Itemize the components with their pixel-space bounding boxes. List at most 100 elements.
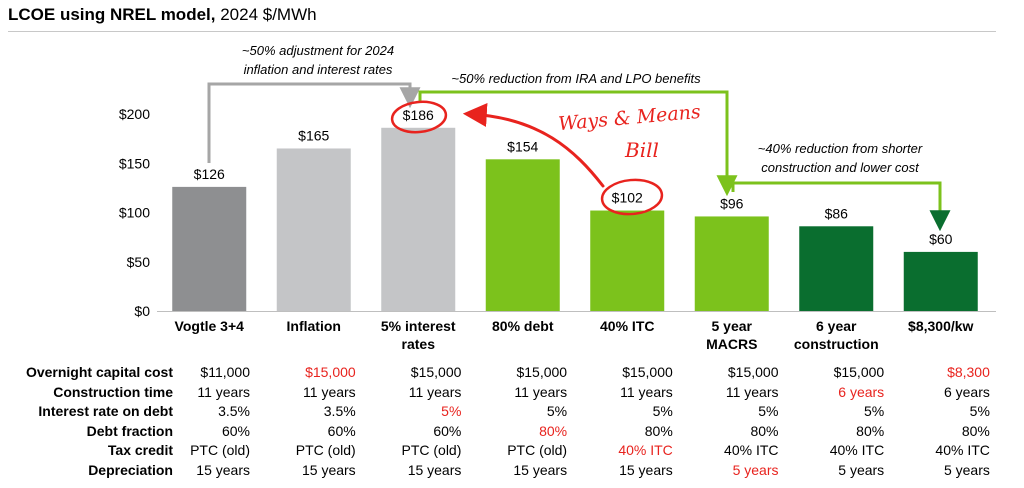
bar: [381, 127, 456, 311]
table-cell: 80%: [539, 422, 568, 439]
x-tick-label: 5 year: [712, 318, 753, 334]
table-cell: 40% ITC: [618, 442, 673, 458]
x-tick-label: $8,300/kw: [908, 318, 973, 334]
gray-bracket-line: [207, 82, 421, 163]
table-cell: 11 years: [303, 383, 356, 400]
bar: [903, 251, 978, 311]
table-cell: 15 years: [196, 461, 250, 478]
handwritten-line2: Bill: [624, 138, 659, 162]
x-tick-label: 80% debt: [492, 318, 554, 334]
circle-102: [600, 178, 664, 216]
x-tick-label: construction: [794, 336, 879, 352]
green-note-line1: ~40% reduction from shorter: [758, 141, 923, 156]
table-cell: 11 years: [408, 383, 462, 400]
chart-title-bold: LCOE using NREL model,: [8, 5, 216, 24]
table-cell: 15 years: [619, 461, 673, 478]
bar-value-label: $86: [825, 205, 849, 221]
y-tick-label: $100: [119, 205, 150, 221]
table-cell: 6 years: [838, 383, 885, 400]
x-tick-label: rates: [402, 336, 436, 352]
gray-note-line2: inflation and interest rates: [244, 62, 393, 77]
bar-value-label: $154: [507, 138, 538, 154]
table-cell: 3.5%: [323, 403, 356, 419]
handwritten-annotation: Ways & Means Bill: [390, 100, 702, 216]
table-row-label: Overnight capital cost: [25, 364, 173, 380]
title-divider: [8, 31, 996, 32]
y-tick-label: $200: [119, 106, 150, 122]
bar: [694, 216, 769, 311]
table-cell: $11,000: [200, 364, 250, 380]
table-cell: $15,000: [833, 364, 885, 380]
table-cell: 5 years: [943, 461, 990, 478]
green-bracket-line: [418, 90, 738, 197]
table-cell: 5%: [863, 403, 885, 419]
x-axis-labels: Vogtle 3+4 Inflation 5% interest rates 80% d…: [175, 318, 974, 352]
table-cell: 60%: [327, 422, 356, 439]
chart-title: LCOE using NREL model, 2024 $/MWh: [8, 5, 317, 25]
table-cell: 60%: [433, 422, 462, 439]
bar: [799, 226, 874, 311]
table-cell: $15,000: [305, 364, 356, 380]
bar-value-label: $186: [403, 107, 434, 123]
table-cell: 5%: [758, 403, 779, 419]
chart-title-unit: 2024 $/MWh: [215, 5, 317, 24]
table-row-label: Interest rate on debt: [38, 403, 173, 419]
table-cell: $15,000: [622, 364, 673, 380]
bar-value-label: $96: [720, 195, 744, 211]
table-cell: $8,300: [947, 364, 990, 380]
table-cell: 15 years: [301, 461, 356, 478]
construction-cost-bracket: ~40% reduction from shorter construction…: [731, 141, 951, 232]
y-tick-label: $50: [127, 254, 151, 270]
table-cell: 40% ITC: [935, 442, 990, 458]
bar-value-label: $60: [929, 231, 953, 247]
table-cell: 5 years: [838, 461, 885, 478]
x-tick-label: 40% ITC: [600, 318, 654, 334]
table-cell: 80%: [750, 422, 779, 439]
bar-value-label: $126: [194, 166, 225, 182]
table-cell: 5%: [969, 403, 990, 419]
x-tick-label: Vogtle 3+4: [175, 318, 245, 334]
table-cell: 40% ITC: [724, 442, 779, 458]
table-row-label: Depreciation: [88, 461, 173, 478]
table-cell: 80%: [644, 422, 673, 439]
table-row-label: Tax credit: [107, 442, 173, 458]
table-row-label: Construction time: [53, 383, 173, 400]
table-cell: PTC (old): [401, 442, 462, 458]
table-cell: 11 years: [620, 383, 673, 400]
x-tick-label: Inflation: [287, 318, 341, 334]
table-cell: 80%: [961, 422, 990, 439]
ira-lpo-bracket: ~50% reduction from IRA and LPO benefits: [418, 71, 738, 197]
bars-group: $126 $165 $186 $154 $102 $96 $86 $60: [172, 107, 978, 311]
bar: [172, 186, 247, 311]
table-cell: 5 years: [732, 461, 779, 478]
table-cell: 11 years: [514, 383, 568, 400]
inflation-interest-bracket: ~50% adjustment for 2024 inflation and i…: [207, 43, 421, 163]
table-cell: 5%: [441, 403, 462, 419]
y-tick-label: $150: [119, 155, 150, 171]
table-cell: PTC (old): [507, 442, 568, 458]
table-cell: 60%: [221, 422, 250, 439]
y-tick-label: $0: [134, 303, 150, 319]
green-note-top: ~50% reduction from IRA and LPO benefits: [451, 71, 701, 86]
table-cell: PTC (old): [295, 442, 356, 458]
circle-186: [390, 100, 448, 134]
table-cell: 80%: [856, 422, 885, 439]
table-row-label: Debt fraction: [86, 422, 173, 439]
handwritten-line1: Ways & Means: [557, 101, 701, 135]
handwritten-arrow: [462, 102, 605, 188]
dgreen-bracket-line: [731, 181, 942, 225]
x-tick-label: 6 year: [816, 318, 857, 334]
x-tick-label: MACRS: [706, 336, 757, 352]
gray-note-line1: ~50% adjustment for 2024: [242, 43, 394, 58]
table-cell: 11 years: [725, 383, 779, 400]
bar: [276, 148, 351, 311]
table-cell: 40% ITC: [829, 442, 885, 458]
lcoe-bar-chart: $0 $50 $100 $150 $200 $126 $165 $186 $154 $102 $9…: [119, 43, 996, 352]
table-cell: 3.5%: [218, 403, 250, 419]
y-axis: $0 $50 $100 $150 $200: [119, 106, 996, 319]
bar-value-label: $165: [298, 127, 329, 143]
table-cell: $15,000: [410, 364, 462, 380]
x-tick-label: 5% interest: [381, 318, 456, 334]
table-cell: $15,000: [727, 364, 779, 380]
table-cell: $15,000: [516, 364, 568, 380]
